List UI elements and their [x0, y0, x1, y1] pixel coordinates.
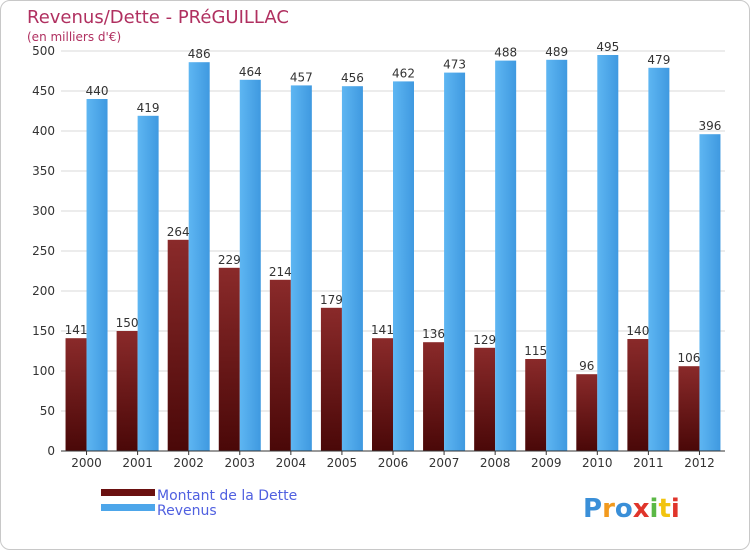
bar-revenus — [597, 55, 619, 451]
value-label: 96 — [579, 359, 594, 373]
y-tick-label: 300 — [32, 204, 55, 218]
legend-swatch-revenus — [101, 504, 155, 511]
value-label: 129 — [473, 333, 496, 347]
y-tick-label: 200 — [32, 284, 55, 298]
value-label: 150 — [116, 316, 139, 330]
bar-revenus — [648, 67, 670, 452]
bar-revenus — [290, 85, 312, 452]
bar-revenus — [341, 86, 363, 451]
value-label: 115 — [524, 344, 547, 358]
x-axis-ticks: 2000 2001 2002 2003 2004 2005 2006 2007 2008 2009… — [71, 451, 715, 470]
x-tick-label: 2004 — [276, 456, 307, 470]
bar-debt — [678, 366, 700, 451]
x-tick-label: 2012 — [684, 456, 715, 470]
x-tick-label: 2001 — [122, 456, 153, 470]
y-axis-ticks: 0 50 100 150 200 250 300 350 400 450 500 — [32, 44, 55, 458]
logo-letter: P — [583, 494, 602, 524]
bar-debt — [269, 279, 291, 451]
x-tick-label: 2011 — [633, 456, 664, 470]
value-label: 486 — [188, 47, 211, 61]
bar-debt — [320, 307, 342, 451]
value-label: 179 — [320, 293, 343, 307]
value-label: 214 — [269, 265, 292, 279]
y-tick-label: 250 — [32, 244, 55, 258]
value-label: 419 — [137, 101, 160, 115]
value-label: 141 — [65, 323, 88, 337]
value-label: 106 — [678, 351, 701, 365]
bar-debt — [372, 338, 393, 451]
bar-debt — [218, 267, 240, 451]
bar-revenus — [393, 81, 414, 452]
logo-letter: i — [671, 494, 680, 524]
y-tick-label: 150 — [32, 324, 55, 338]
x-tick-label: 2006 — [378, 456, 409, 470]
x-tick-label: 2008 — [480, 456, 511, 470]
bar-debt — [423, 342, 445, 451]
y-tick-label: 100 — [32, 364, 55, 378]
bar-revenus — [495, 60, 517, 451]
y-tick-label: 350 — [32, 164, 55, 178]
x-tick-label: 2010 — [582, 456, 613, 470]
value-label: 136 — [422, 327, 445, 341]
chart-title: Revenus/Dette - PRéGUILLAC — [27, 7, 289, 28]
value-label: 440 — [86, 84, 109, 98]
chart-subtitle: (en milliers d'€) — [27, 30, 121, 44]
value-label: 229 — [218, 253, 241, 267]
bar-revenus — [86, 99, 108, 451]
value-label: 264 — [167, 225, 190, 239]
value-label: 140 — [626, 324, 649, 338]
bar-revenus — [444, 72, 466, 451]
proxiti-logo: Proxiti — [583, 494, 680, 524]
x-tick-label: 2002 — [173, 456, 204, 470]
bar-debt — [525, 359, 547, 451]
value-label: 473 — [443, 58, 466, 72]
logo-letter: o — [615, 494, 633, 524]
value-label: 457 — [290, 70, 313, 84]
bar-revenus — [188, 62, 210, 451]
x-tick-label: 2005 — [327, 456, 358, 470]
legend-label-revenus: Revenus — [157, 503, 217, 519]
legend: Montant de la Dette Revenus — [101, 488, 297, 519]
logo-letter: r — [602, 494, 615, 524]
value-label: 488 — [494, 46, 517, 60]
value-label: 141 — [371, 323, 394, 337]
x-tick-label: 2000 — [71, 456, 102, 470]
logo-letter: t — [658, 494, 670, 524]
bar-debt — [65, 338, 87, 451]
bar-revenus — [137, 115, 159, 452]
bar-debt — [474, 347, 496, 451]
bar-debt — [627, 339, 649, 451]
bar-debt — [576, 374, 598, 451]
value-label: 479 — [647, 53, 670, 67]
value-label: 464 — [239, 65, 262, 79]
y-tick-label: 500 — [32, 44, 55, 58]
value-labels: 141 440 150 419 264 486 229 464 214 457 179 456 141 4… — [65, 40, 722, 373]
y-tick-label: 0 — [47, 444, 55, 458]
bar-revenus — [239, 79, 261, 452]
logo-letter: i — [650, 494, 659, 524]
x-tick-label: 2009 — [531, 456, 562, 470]
logo-letter: x — [633, 494, 650, 524]
y-tick-label: 400 — [32, 124, 55, 138]
value-label: 495 — [596, 40, 619, 54]
legend-label-debt: Montant de la Dette — [157, 488, 297, 504]
bar-debt — [116, 331, 138, 451]
bar-debt — [167, 239, 189, 451]
y-tick-label: 50 — [40, 404, 55, 418]
y-tick-label: 450 — [32, 84, 55, 98]
value-label: 396 — [699, 119, 722, 133]
value-label: 462 — [392, 66, 415, 80]
bar-revenus — [699, 134, 721, 451]
bars — [65, 55, 721, 452]
value-label: 489 — [545, 45, 568, 59]
bar-revenus — [546, 59, 568, 452]
legend-swatch-debt — [101, 489, 155, 496]
x-tick-label: 2003 — [224, 456, 255, 470]
value-label: 456 — [341, 71, 364, 85]
x-tick-label: 2007 — [429, 456, 460, 470]
